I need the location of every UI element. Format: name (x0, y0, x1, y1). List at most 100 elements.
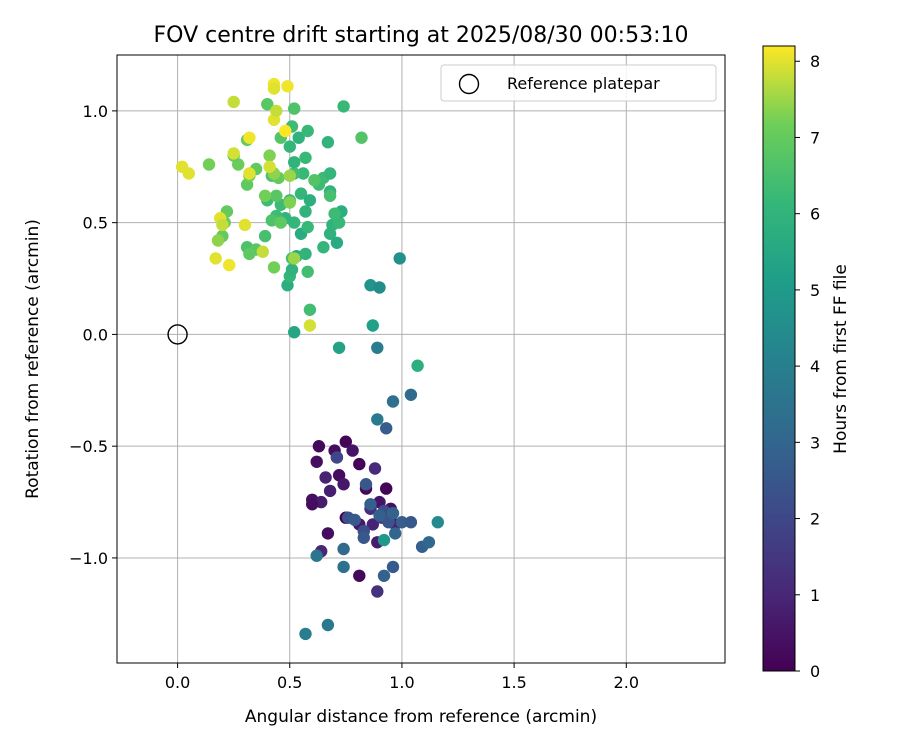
x-tick-label: 2.0 (614, 673, 639, 692)
data-point (393, 252, 406, 265)
data-point (263, 149, 276, 162)
data-point (301, 220, 314, 234)
data-point (283, 169, 296, 182)
data-point (216, 218, 229, 232)
data-points (175, 77, 444, 641)
data-point (256, 245, 269, 258)
data-point (299, 247, 312, 261)
data-point (386, 507, 400, 520)
x-tick-label: 1.0 (389, 673, 414, 692)
data-point (411, 359, 424, 372)
data-point (288, 102, 301, 115)
data-point (211, 234, 225, 247)
data-point (267, 82, 281, 95)
data-point (288, 252, 301, 265)
data-point (357, 531, 370, 544)
data-point (223, 258, 236, 272)
data-point (317, 241, 330, 254)
data-point (404, 388, 418, 401)
data-point (310, 549, 323, 562)
data-point (366, 319, 379, 332)
data-point (380, 482, 393, 495)
y-axis-label: Rotation from reference (arcmin) (23, 219, 43, 499)
x-tick-label: 0.0 (165, 673, 190, 692)
data-point (258, 189, 272, 202)
legend-entry: Reference platepar (507, 74, 660, 93)
y-tick-label: −0.5 (69, 437, 108, 456)
data-point (258, 229, 272, 243)
data-point (299, 151, 312, 164)
data-point (306, 498, 319, 511)
data-point (371, 413, 384, 426)
data-point (238, 218, 252, 232)
data-point (386, 395, 400, 408)
data-point (422, 536, 436, 549)
data-point (373, 281, 386, 294)
colorbar-tick-label: 2 (810, 510, 820, 529)
data-point (301, 124, 314, 138)
data-point (319, 471, 332, 484)
data-point (377, 533, 391, 547)
x-tick-label: 0.5 (277, 673, 302, 692)
data-point (303, 319, 317, 332)
data-point (371, 341, 384, 354)
data-point (348, 513, 361, 527)
x-axis-ticks: 0.0 0.5 1.0 1.5 2.0 (165, 663, 639, 692)
data-point (209, 252, 222, 265)
reference-point-group (167, 324, 188, 345)
data-point (202, 158, 216, 171)
data-point (353, 569, 366, 582)
data-point (395, 516, 409, 529)
data-point (368, 462, 382, 475)
chart-title: FOV centre drift starting at 2025/08/30 … (154, 23, 689, 48)
data-point (267, 261, 281, 274)
data-point (301, 265, 314, 278)
data-point (308, 174, 321, 187)
y-axis-ticks: −1.0 −0.5 0.0 0.5 1.0 (69, 102, 117, 568)
data-point (263, 160, 276, 173)
data-point (299, 627, 312, 641)
data-point (330, 236, 344, 249)
data-point (404, 516, 418, 529)
y-tick-label: 0.5 (83, 214, 108, 233)
data-point (389, 527, 402, 540)
data-point (377, 569, 391, 582)
data-point (380, 422, 393, 435)
data-point (346, 444, 359, 457)
colorbar-gradient (763, 46, 795, 671)
data-point (323, 167, 337, 180)
colorbar-tick-label: 7 (810, 128, 820, 147)
colorbar-tick-label: 6 (810, 205, 820, 224)
data-point (283, 196, 296, 209)
data-point (355, 131, 368, 144)
data-point (294, 187, 308, 200)
y-tick-label: 0.0 (83, 325, 108, 344)
data-point (386, 560, 400, 574)
data-point (339, 435, 352, 448)
y-tick-label: −1.0 (69, 549, 108, 568)
data-point (330, 451, 344, 464)
colorbar-tick-label: 5 (810, 281, 820, 300)
data-point (285, 263, 299, 276)
data-point (310, 455, 323, 468)
legend-box (440, 64, 717, 102)
data-point (274, 216, 287, 229)
data-point (288, 326, 301, 339)
data-point (279, 124, 292, 138)
data-point (353, 457, 366, 471)
data-point (337, 542, 350, 556)
colorbar-tick-label: 0 (810, 662, 820, 681)
data-point (227, 147, 240, 160)
x-tick-label: 1.5 (501, 673, 526, 692)
data-point (261, 98, 274, 111)
data-point (288, 156, 301, 169)
data-point (281, 80, 294, 93)
data-point (243, 131, 256, 144)
data-point (321, 618, 335, 632)
data-point (227, 95, 240, 109)
data-point (431, 516, 444, 529)
colorbar-ticks: 0 1 2 3 4 5 6 7 8 (795, 52, 820, 681)
data-point (303, 194, 317, 207)
